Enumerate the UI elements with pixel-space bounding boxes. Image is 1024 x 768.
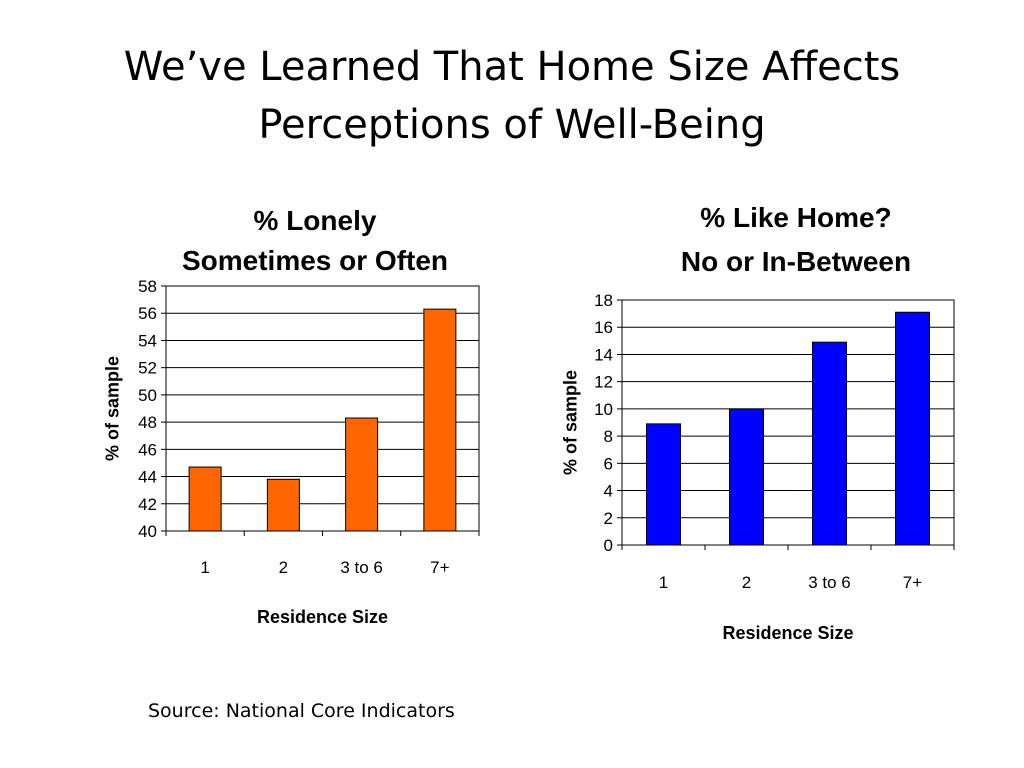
y-tick-label: 58 [138, 277, 157, 296]
y-tick-label: 2 [604, 509, 613, 528]
bar-3-to-6 [345, 417, 379, 532]
y-tick-label: 50 [138, 386, 157, 405]
y-tick-label: 12 [594, 373, 613, 392]
x-axis-label: Residence Size [722, 623, 853, 643]
x-tick-label: 7+ [903, 573, 922, 592]
y-axis-label: % of sample [560, 370, 580, 475]
y-axis-label: % of sample [102, 356, 122, 461]
chart-1: % Lonely Sometimes or Often 40 42 44 46 48 50 52… [102, 205, 480, 627]
y-tick-label: 54 [138, 331, 157, 350]
y-tick-label: 46 [138, 440, 157, 459]
source-note: Source: National Core Indicators [148, 700, 455, 722]
x-tick-label: 1 [200, 558, 209, 577]
x-tick-label: 7+ [430, 558, 449, 577]
y-tick-label: 6 [604, 454, 613, 473]
bar-2 [729, 408, 764, 546]
chart-title-line: Sometimes or Often [182, 245, 448, 276]
y-tick-label: 14 [594, 345, 613, 364]
chart-title-line: % Like Home? [700, 202, 891, 233]
bar-1 [188, 466, 222, 532]
y-tick-label: 10 [594, 400, 613, 419]
chart-title-line: % Lonely [254, 205, 377, 236]
y-tick-label: 56 [138, 304, 157, 323]
x-tick-label: 3 to 6 [808, 573, 851, 592]
y-tick-label: 0 [604, 536, 613, 555]
bar-2 [266, 478, 300, 532]
bar-1 [646, 423, 681, 546]
bar-7plus [423, 308, 457, 532]
x-tick-label: 1 [659, 573, 668, 592]
y-tick-label: 52 [138, 359, 157, 378]
y-tick-label: 16 [594, 318, 613, 337]
x-tick-label: 3 to 6 [340, 558, 383, 577]
y-tick-label: 8 [604, 427, 613, 446]
y-tick-label: 40 [138, 522, 157, 541]
slide-title: We’ve Learned That Home Size Affects Per… [123, 44, 901, 148]
y-tick-label: 42 [138, 495, 157, 514]
y-tick-label: 4 [604, 482, 613, 501]
bar-7plus [895, 311, 930, 546]
bar-3-to-6 [812, 341, 847, 546]
y-tick-label: 48 [138, 413, 157, 432]
y-tick-label: 18 [594, 291, 613, 310]
chart-2: % Like Home?No or In-Between024681012141… [560, 202, 955, 643]
x-tick-label: 2 [279, 558, 288, 577]
y-tick-label: 44 [138, 468, 157, 487]
x-axis-label: Residence Size [257, 607, 388, 627]
chart-title-line: No or In-Between [681, 246, 911, 277]
x-tick-label: 2 [742, 573, 751, 592]
